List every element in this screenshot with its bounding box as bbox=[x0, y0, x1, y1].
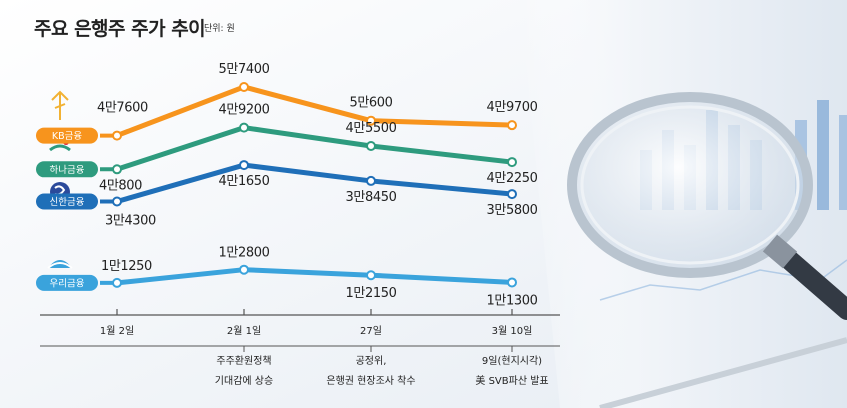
data-point bbox=[507, 277, 517, 288]
legend-label: KB금융 bbox=[52, 131, 82, 142]
magnifying-glass-illustration bbox=[567, 92, 847, 320]
series-line-hana bbox=[116, 125, 513, 172]
data-point bbox=[366, 140, 376, 151]
background-trend-line bbox=[599, 259, 847, 301]
woori-logo-icon bbox=[47, 260, 73, 269]
annotation-text: 주주환원정책 bbox=[216, 355, 271, 367]
x-tick-label: 27일 bbox=[360, 325, 382, 337]
data-point bbox=[112, 196, 122, 207]
legend-label: 신한금융 bbox=[50, 197, 85, 208]
annotation-text: 은행권 현장조사 착수 bbox=[326, 375, 415, 387]
x-tick-label: 1월 2일 bbox=[100, 325, 134, 337]
annotation-text: 공정위, bbox=[356, 354, 387, 367]
data-point bbox=[507, 157, 517, 168]
data-label: 4만2250 bbox=[487, 171, 538, 186]
annotation-text: 美 SVB파산 발표 bbox=[475, 374, 548, 387]
series-line-kb bbox=[116, 84, 513, 138]
legend-label: 우리금융 bbox=[50, 278, 85, 289]
data-point bbox=[112, 277, 122, 288]
data-point bbox=[366, 270, 376, 281]
legend-pill-kb bbox=[36, 127, 98, 144]
legend-pill-hana bbox=[36, 161, 98, 178]
annotation-text: 9일(현지시각) bbox=[482, 355, 542, 367]
unit-label: 단위: 원 bbox=[204, 24, 235, 34]
legend-pill-woori bbox=[36, 274, 98, 291]
data-label: 3만8450 bbox=[346, 190, 397, 205]
data-point bbox=[239, 264, 249, 275]
annotation-text: 기대감에 상승 bbox=[215, 375, 273, 387]
series-line-woori bbox=[116, 267, 513, 286]
series-lines: 4만7600 5만7400 5만600 4만9700 4만800 4만9200 4만5500… bbox=[97, 62, 538, 308]
x-axis: 1월 2일 2월 1일 27일 3월 10일 bbox=[40, 309, 560, 347]
data-point bbox=[112, 130, 122, 141]
data-label: 1만1300 bbox=[487, 293, 538, 308]
data-point bbox=[112, 164, 122, 175]
data-point bbox=[366, 115, 376, 126]
data-label: 1만2800 bbox=[219, 246, 270, 261]
data-point bbox=[366, 175, 376, 186]
data-label: 4만800 bbox=[99, 178, 142, 193]
chart-title: 주요 은행주 주가 추이 bbox=[34, 18, 206, 40]
legend-label: 하나금융 bbox=[50, 164, 85, 176]
data-label: 4만7600 bbox=[97, 101, 148, 116]
data-label: 5만600 bbox=[349, 96, 392, 111]
data-label: 1만2150 bbox=[346, 286, 397, 301]
data-point bbox=[239, 122, 249, 133]
data-label: 3만4300 bbox=[105, 214, 156, 229]
x-tick-label: 2월 1일 bbox=[227, 325, 261, 337]
data-label: 4만5500 bbox=[346, 121, 397, 136]
kb-logo-icon bbox=[51, 90, 69, 120]
data-label: 1만1250 bbox=[101, 259, 152, 274]
data-point bbox=[239, 81, 249, 92]
data-label: 4만9700 bbox=[487, 100, 538, 115]
data-label: 5만7400 bbox=[219, 62, 270, 77]
data-label: 4만9200 bbox=[219, 103, 270, 118]
data-point bbox=[507, 120, 517, 131]
data-label: 3만5800 bbox=[487, 203, 538, 218]
data-point bbox=[239, 160, 249, 171]
series-line-shinhan bbox=[116, 162, 513, 204]
x-tick-label: 3월 10일 bbox=[492, 325, 533, 337]
pen-illustration bbox=[599, 337, 847, 408]
legend-pill-shinhan bbox=[36, 193, 98, 210]
bank-logos bbox=[47, 90, 73, 269]
data-point bbox=[507, 189, 517, 200]
data-label: 4만1650 bbox=[219, 174, 270, 189]
